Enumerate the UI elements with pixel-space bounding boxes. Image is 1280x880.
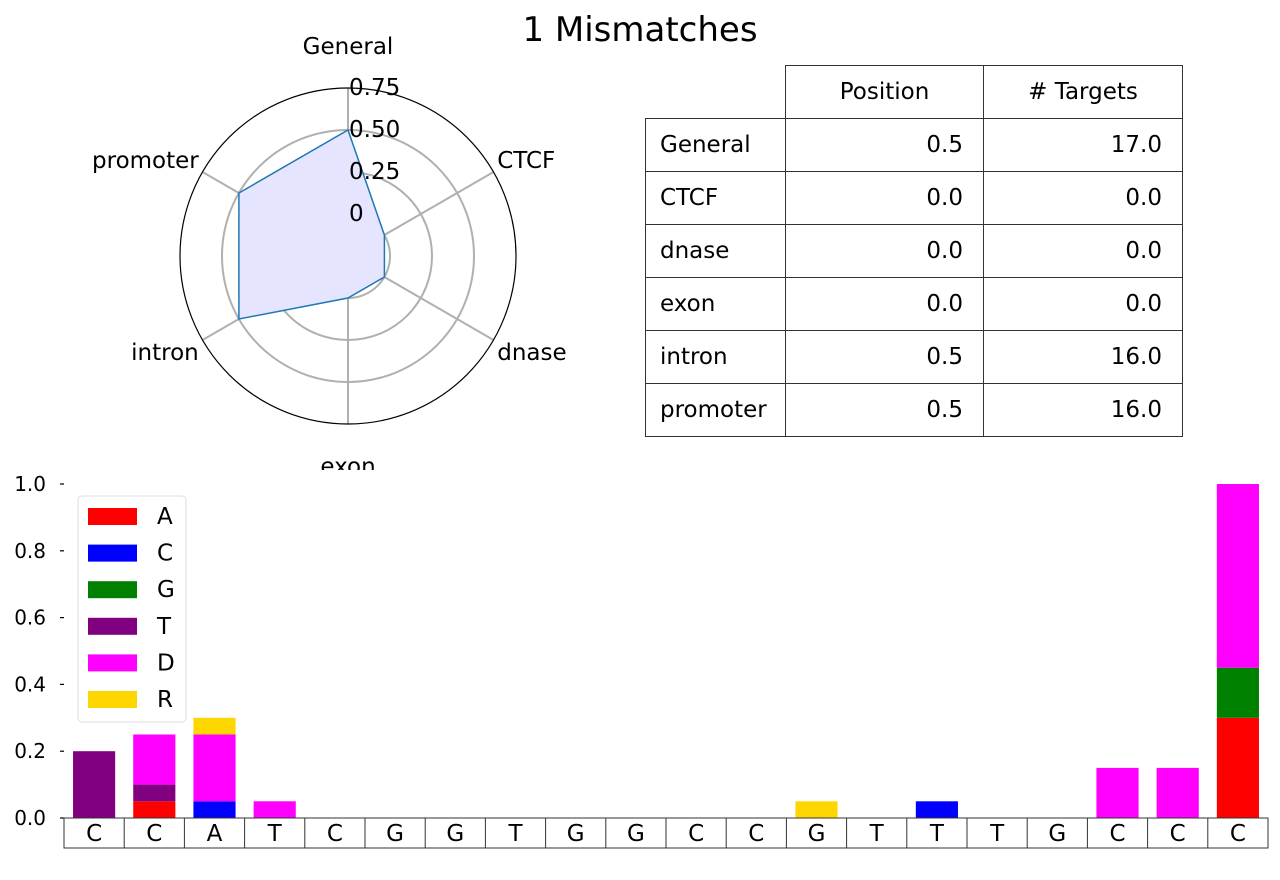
- radar-axis-label: exon: [320, 454, 375, 470]
- table-row-label: exon: [645, 277, 786, 331]
- table-row: exon 0.0 0.0: [645, 277, 1183, 331]
- sequence-base-label: T: [869, 821, 885, 847]
- radar-data-polygon: [238, 128, 386, 320]
- sequence-base-label: T: [929, 821, 945, 847]
- table-row-label: CTCF: [645, 171, 786, 225]
- y-tick-label: 0.6: [14, 606, 46, 630]
- sequence-base-label: C: [1109, 821, 1125, 847]
- bar-segment-D: [253, 801, 296, 818]
- radar-chart: 0 0.25 0.50 0.75 General CTCF dnase exon intron p…: [92, 34, 567, 470]
- table-row: General 0.5 17.0: [645, 118, 1183, 172]
- table-cell-targets: 0.0: [983, 277, 1183, 331]
- table-row: intron 0.5 16.0: [645, 330, 1183, 384]
- sequence-base-label: C: [86, 821, 102, 847]
- radar-axis-label: promoter: [92, 148, 199, 174]
- table-cell-targets: 0.0: [983, 171, 1183, 225]
- bar-segment-D: [1096, 767, 1139, 818]
- legend-swatch-R: [88, 691, 137, 708]
- radar-radial-tick-label: 0.50: [349, 117, 400, 143]
- radar-radial-tick-label: 0.75: [349, 75, 400, 101]
- y-tick-label: 0.0: [14, 806, 46, 830]
- table-cell-position: 0.5: [785, 118, 984, 172]
- legend-label: T: [156, 614, 172, 640]
- y-tick-label: 0.8: [14, 539, 46, 563]
- sequence-base-label: C: [688, 821, 704, 847]
- legend-swatch-G: [88, 581, 137, 599]
- bar-segment-D: [193, 734, 236, 802]
- legend-label: G: [157, 577, 175, 603]
- table-cell-position: 0.0: [785, 224, 984, 278]
- radar-axis-label: dnase: [497, 340, 566, 366]
- bar-segment-D: [133, 734, 176, 785]
- table-cell-position: 0.5: [785, 330, 984, 384]
- radar-axis-label: General: [303, 34, 394, 60]
- bar-segment-T: [133, 784, 176, 802]
- y-tick-label: 1.0: [14, 472, 46, 496]
- bar-segment-G: [1216, 667, 1259, 718]
- radar-axis-label: intron: [131, 340, 199, 366]
- table-row-label: promoter: [645, 383, 786, 437]
- radar-frame: [179, 87, 517, 425]
- radar-axis-label: CTCF: [497, 148, 555, 174]
- table-cell-targets: 16.0: [983, 383, 1183, 437]
- sequence-base-label: G: [1048, 821, 1066, 847]
- table-row: dnase 0.0 0.0: [645, 224, 1183, 278]
- sequence-base-label: T: [267, 821, 283, 847]
- table-header-position: Position: [785, 65, 984, 119]
- table-corner-cell: [645, 65, 786, 119]
- legend-label: R: [157, 687, 173, 713]
- table-row: CTCF 0.0 0.0: [645, 171, 1183, 225]
- sequence-base-label: A: [207, 821, 223, 847]
- table-row-label: dnase: [645, 224, 786, 278]
- sequence-base-label: G: [567, 821, 585, 847]
- sequence-base-label: C: [146, 821, 162, 847]
- bar-segment-D: [1216, 484, 1259, 668]
- sequence-base-label: G: [627, 821, 645, 847]
- radar-radial-tick-label: 0: [349, 201, 364, 227]
- bar-segment-T: [73, 751, 116, 818]
- bar-segment-A: [133, 801, 176, 818]
- bar-segment-A: [1216, 717, 1259, 818]
- legend-label: A: [157, 504, 173, 530]
- stacked-bar-chart: 0.00.20.40.60.81.0C C A T C G G T G G C C G T T T G C C CAC…: [14, 472, 1269, 849]
- table-cell-targets: 17.0: [983, 118, 1183, 172]
- sequence-base-label: C: [748, 821, 764, 847]
- sequence-base-label: T: [507, 821, 523, 847]
- sequence-base-label: G: [808, 821, 826, 847]
- table-header-targets: # Targets: [983, 65, 1183, 119]
- table-header-row: Position # Targets: [645, 65, 1183, 119]
- region-table: Position # Targets General 0.5 17.0 CTCF…: [645, 65, 1183, 437]
- figure-title: 1 Mismatches: [522, 10, 758, 50]
- radar-radial-tick-label: 0.25: [349, 159, 400, 185]
- table-cell-targets: 16.0: [983, 330, 1183, 384]
- y-tick-label: 0.2: [14, 739, 46, 763]
- sequence-base-label: T: [989, 821, 1005, 847]
- table-cell-position: 0.5: [785, 383, 984, 437]
- bar-segment-R: [193, 717, 236, 735]
- bar-segment-D: [1156, 767, 1199, 818]
- legend-swatch-D: [88, 654, 137, 672]
- legend-label: D: [157, 650, 175, 676]
- legend-swatch-C: [88, 544, 137, 562]
- legend-swatch-T: [88, 617, 137, 635]
- sequence-base-label: C: [327, 821, 343, 847]
- table-row-label: General: [645, 118, 786, 172]
- table-cell-position: 0.0: [785, 277, 984, 331]
- legend-swatch-A: [88, 508, 137, 525]
- table-row-label: intron: [645, 330, 786, 384]
- sequence-base-label: C: [1170, 821, 1186, 847]
- bar-segment-R: [795, 801, 838, 818]
- bar-segment-C: [915, 801, 958, 818]
- sequence-base-label: G: [386, 821, 404, 847]
- table-cell-position: 0.0: [785, 171, 984, 225]
- sequence-base-label: G: [446, 821, 464, 847]
- sequence-base-label: C: [1230, 821, 1246, 847]
- table-cell-targets: 0.0: [983, 224, 1183, 278]
- y-tick-label: 0.4: [14, 672, 46, 696]
- legend-label: C: [157, 541, 173, 567]
- bar-segment-C: [193, 801, 236, 818]
- table-row: promoter 0.5 16.0: [645, 383, 1183, 437]
